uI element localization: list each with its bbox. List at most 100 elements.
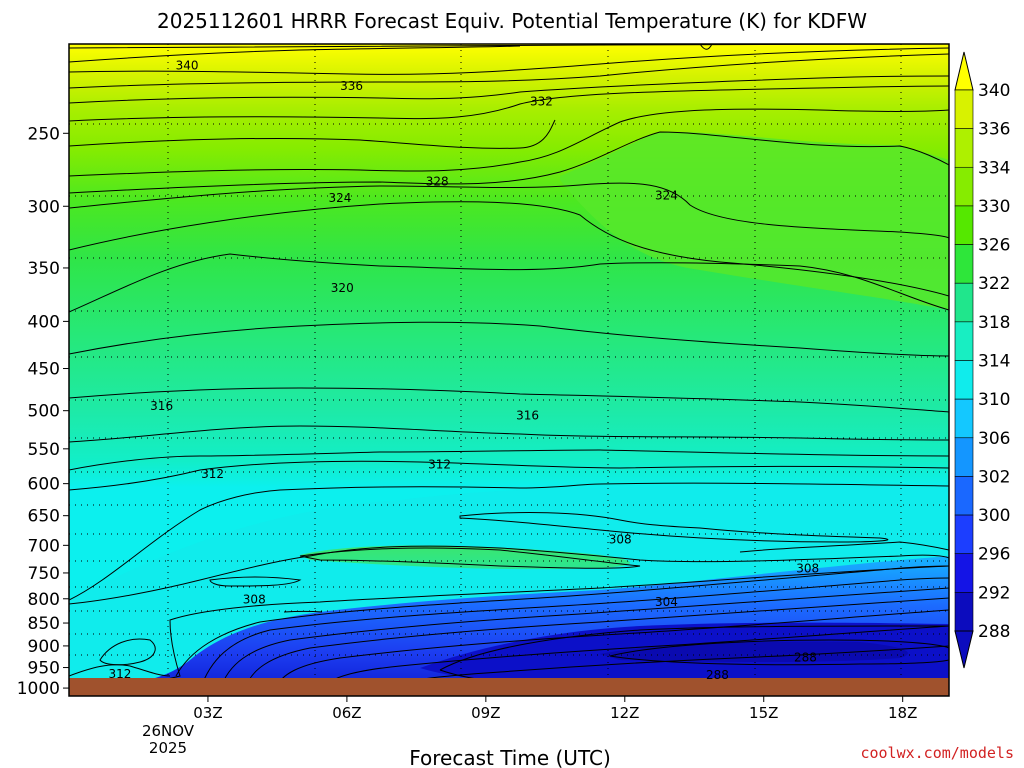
y-tick-label: 850 (28, 614, 60, 634)
y-tick-label: 350 (28, 259, 60, 279)
y-tick-label: 700 (28, 536, 60, 556)
colorbar-swatch (954, 89, 974, 129)
colorbar-swatch (954, 437, 974, 477)
contour-line (379, 645, 949, 691)
y-tick-label: 250 (28, 124, 60, 144)
colorbar-swatch (954, 592, 974, 632)
colorbar-top-arrow (954, 51, 974, 91)
contour-line (69, 119, 556, 149)
credit-label: coolwx.com/models (860, 744, 1014, 762)
colorbar-label: 334 (978, 158, 1010, 178)
contour-line (69, 449, 949, 471)
colorbar-label: 292 (978, 583, 1010, 603)
contour-line (69, 664, 171, 677)
colorbar-swatch (954, 321, 974, 361)
contour-label: 324 (328, 191, 351, 205)
x-date-line1: 26NOV (142, 722, 195, 740)
y-tick-label: 750 (28, 564, 60, 584)
contour-line (299, 547, 641, 569)
contour-label: 316 (516, 408, 539, 422)
colorbar-label: 310 (978, 390, 1010, 410)
y-tick-label: 550 (28, 440, 60, 460)
x-tick-label: 12Z (610, 704, 639, 722)
colorbar: 340 336 334 330 326 322 318 314 310 306 302 300 296 2… (954, 51, 1010, 669)
colorbar-label: 302 (978, 467, 1010, 487)
y-tick-label: 1000 (17, 679, 60, 699)
contour-label: 336 (340, 79, 363, 93)
y-axis: 250 300 350 400 450 500 550 600 650 700 750 800 850 9… (17, 124, 69, 699)
contour-line (69, 565, 949, 691)
x-axis-label: Forecast Time (UTC) (409, 746, 611, 768)
contour-label: 320 (331, 281, 354, 295)
contour-label: 312 (108, 667, 131, 681)
contour-label: 304 (655, 595, 678, 609)
contour-line (69, 47, 949, 75)
x-date-line2: 2025 (149, 739, 187, 757)
x-tick-label: 15Z (749, 704, 778, 722)
colorbar-label: 296 (978, 545, 1010, 565)
y-tick-label: 300 (28, 197, 60, 217)
colorbar-swatch (954, 128, 974, 168)
contour-label: 328 (426, 174, 449, 188)
chart-title: 2025112601 HRRR Forecast Equiv. Potentia… (157, 9, 867, 33)
contour-line (69, 108, 949, 177)
colorbar-swatch (954, 205, 974, 245)
contour-labels: 340 336 332 328 324 324 320 316 316 312 312 308 308 3… (108, 58, 819, 682)
y-tick-label: 500 (28, 402, 60, 422)
contour-line (209, 576, 302, 587)
contour-line (69, 131, 949, 194)
plot-frame (68, 43, 950, 697)
grid (69, 44, 949, 678)
contour-line (69, 45, 521, 63)
contour-line (69, 425, 949, 443)
contour-label: 312 (428, 458, 451, 472)
contour-label: 308 (796, 562, 819, 576)
contour-line (319, 625, 949, 691)
colorbar-swatch (954, 476, 974, 516)
colorbar-label: 340 (978, 81, 1010, 101)
contour-line (69, 182, 949, 239)
contour-line (69, 545, 949, 605)
contour-label: 288 (794, 651, 817, 665)
colorbar-swatch (954, 244, 974, 284)
y-tick-label: 400 (28, 312, 60, 332)
field-green-upper-right (560, 131, 949, 310)
contour-label: 340 (176, 58, 199, 72)
y-tick-label: 600 (28, 475, 60, 495)
contour-label: 332 (530, 95, 553, 109)
colorbar-label: 288 (978, 622, 1010, 642)
colorbar-bottom-arrow (954, 630, 974, 669)
y-tick-label: 650 (28, 507, 60, 527)
colorbar-swatch (954, 166, 974, 207)
contour-line (69, 387, 949, 413)
colorbar-swatch (954, 282, 974, 323)
contour-line (69, 321, 949, 357)
contour-line (283, 610, 323, 613)
contour-line (609, 639, 949, 666)
contour-line (739, 541, 949, 553)
contour-line (219, 587, 949, 691)
contour-label: 312 (201, 467, 224, 481)
contour-label: 288 (706, 668, 729, 682)
contour-label: 308 (243, 592, 266, 606)
contour-line (459, 512, 889, 543)
colorbar-label: 300 (978, 506, 1010, 526)
x-tick-label: 03Z (193, 704, 222, 722)
y-tick-label: 900 (28, 637, 60, 657)
contour-line (69, 460, 949, 491)
contour-line (69, 482, 949, 601)
contour-label: 308 (609, 533, 632, 547)
x-tick-label: 06Z (332, 704, 361, 722)
x-tick-label: 09Z (471, 704, 500, 722)
colorbar-label: 322 (978, 274, 1010, 294)
colorbar-swatch (954, 553, 974, 593)
y-tick-label: 950 (28, 659, 60, 679)
x-tick-label: 18Z (888, 704, 917, 722)
contour-label: 324 (655, 188, 678, 202)
plot-area: 340 336 332 328 324 324 320 316 316 312 312 308 308 3… (69, 44, 949, 696)
contour-line (69, 85, 949, 122)
colorbar-swatch (954, 360, 974, 400)
x-axis: 03Z 06Z 09Z 12Z 15Z 18Z (193, 696, 917, 722)
contour-line (175, 565, 949, 677)
